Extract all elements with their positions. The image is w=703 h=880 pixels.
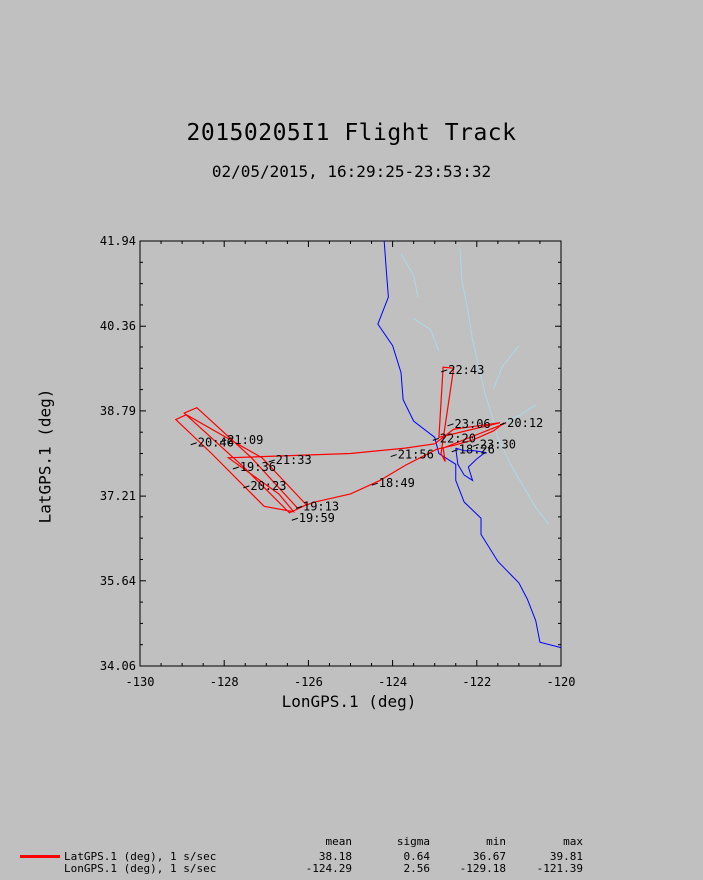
- time-label: 21:56: [398, 448, 434, 462]
- time-tick: [190, 442, 197, 446]
- x-tick-label: -122: [462, 675, 491, 689]
- time-tick: [232, 466, 239, 470]
- time-label: 23:30: [480, 437, 516, 451]
- time-label: 19:59: [299, 511, 335, 525]
- time-tick: [447, 423, 454, 427]
- y-tick-label: 41.94: [100, 234, 136, 248]
- stats-row-min: 36.67: [472, 850, 506, 863]
- time-label: 19:36: [240, 460, 276, 474]
- time-label: 18:26: [459, 443, 495, 457]
- time-tick: [220, 439, 227, 443]
- coastline: [377, 240, 562, 649]
- time-label: 20:23: [250, 479, 286, 493]
- time-label: 18:49: [379, 476, 415, 490]
- chart-title: 20150205I1 Flight Track: [186, 120, 517, 146]
- y-tick-label: 37.21: [100, 489, 136, 503]
- y-axis-label: LatGPS.1 (deg): [35, 388, 55, 524]
- stats-row-label: LatGPS.1 (deg), 1 s/sec: [64, 850, 217, 863]
- x-tick-label: -128: [210, 675, 239, 689]
- time-tick: [432, 437, 439, 441]
- stats-row-sigma: 2.56: [403, 862, 431, 875]
- stats-header-min: min: [486, 835, 506, 848]
- stats-row-max: 39.81: [549, 850, 583, 863]
- y-tick-label: 34.06: [100, 659, 136, 673]
- time-label: 23:06: [455, 417, 491, 431]
- river-line: [506, 404, 537, 422]
- flight-track-chart: -130 -128 -126 -124 -122 -120 34.06 35.64 37.21 3…: [100, 234, 576, 689]
- river-line: [493, 345, 520, 389]
- time-tick: [371, 482, 378, 486]
- x-tick-label: -120: [547, 675, 576, 689]
- time-tick: [500, 422, 507, 426]
- y-tick-label: 35.64: [100, 574, 136, 588]
- time-label: 19:13: [303, 499, 339, 513]
- river-line: [400, 253, 419, 298]
- stats-row-min: -129.18: [459, 862, 506, 875]
- stats-row-sigma: 0.64: [403, 850, 431, 863]
- time-tick: [295, 505, 303, 509]
- river-line: [497, 437, 549, 524]
- time-tick: [441, 369, 448, 373]
- x-tick-label: -126: [294, 675, 323, 689]
- time-label: 20:46: [198, 436, 234, 450]
- x-tick-label: -130: [126, 675, 155, 689]
- river-line: [459, 248, 499, 438]
- time-label: 22:20: [440, 431, 476, 445]
- stats-header-sigma: sigma: [396, 835, 430, 848]
- stats-header-mean: mean: [325, 835, 353, 848]
- stats-row-mean: 38.18: [318, 850, 352, 863]
- y-tick-label: 38.79: [100, 404, 136, 418]
- x-tick-label: -124: [378, 675, 407, 689]
- x-axis-label: LonGPS.1 (deg): [281, 692, 417, 711]
- y-tick-label: 40.36: [100, 319, 136, 333]
- time-tick: [390, 454, 397, 458]
- stats-row-mean: -124.29: [305, 862, 352, 875]
- time-label: 21:33: [276, 453, 312, 467]
- chart-subtitle: 02/05/2015, 16:29:25-23:53:32: [211, 162, 492, 181]
- time-tick: [472, 443, 479, 447]
- flight-track-line: [174, 366, 505, 514]
- stats-row-label: LonGPS.1 (deg), 1 s/sec: [64, 862, 217, 875]
- time-label: 22:43: [448, 363, 484, 377]
- time-tick: [451, 449, 458, 453]
- legend-swatch: [20, 855, 60, 858]
- time-label: 20:12: [507, 416, 543, 430]
- stats-header-max: max: [563, 835, 583, 848]
- stats-table: mean sigma min max LatGPS.1 (deg), 1 s/s…: [0, 836, 703, 880]
- time-tick: [243, 485, 250, 489]
- bay-outline: [455, 447, 487, 482]
- river-line: [413, 318, 440, 352]
- time-tick: [268, 459, 275, 463]
- time-label: 21:09: [227, 433, 263, 447]
- time-tick: [291, 517, 298, 521]
- stats-row-max: -121.39: [536, 862, 583, 875]
